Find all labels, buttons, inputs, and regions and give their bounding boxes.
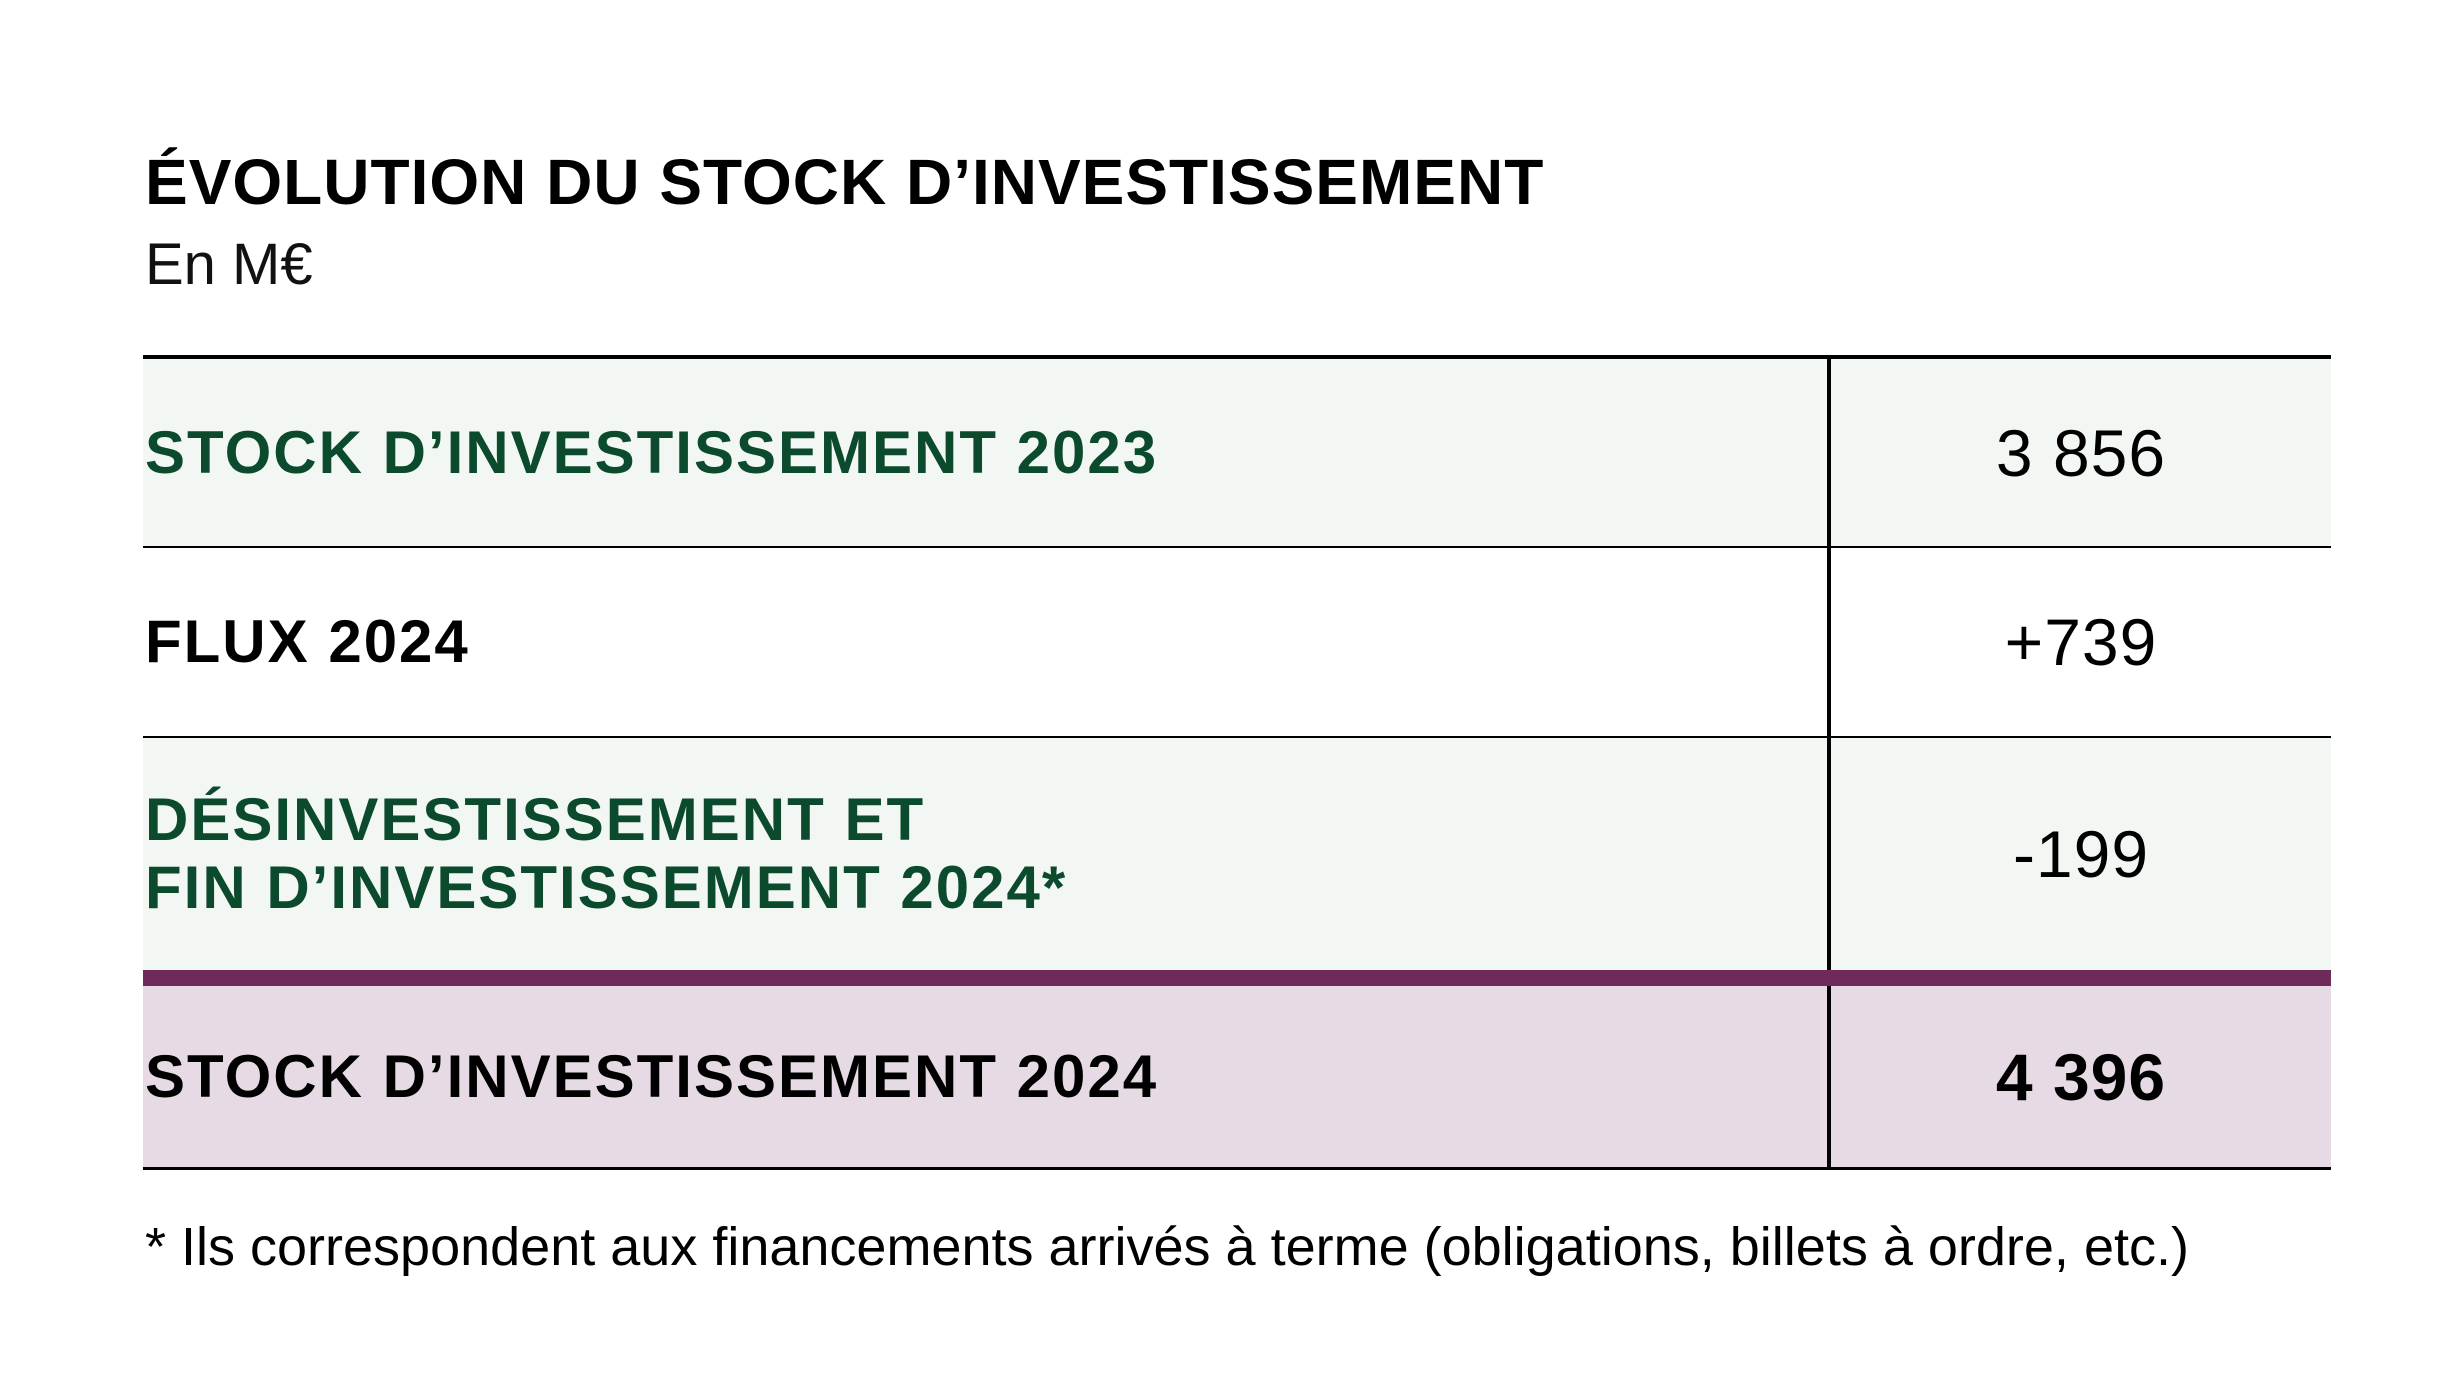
- footnote: * Ils correspondent aux financements arr…: [145, 1217, 2189, 1277]
- table-row-divestment-2024: DÉSINVESTISSEMENT ET FIN D’INVESTISSEMEN…: [143, 738, 2331, 970]
- row-value: +739: [1827, 548, 2331, 736]
- table-row-stock-2024-total: STOCK D’INVESTISSEMENT 2024 4 396: [143, 970, 2331, 1170]
- table-row-flux-2024: FLUX 2024 +739: [143, 548, 2331, 738]
- investment-stock-table: STOCK D’INVESTISSEMENT 2023 3 856 FLUX 2…: [143, 355, 2331, 1170]
- unit-subtitle: En M€: [145, 232, 313, 297]
- row-label: STOCK D’INVESTISSEMENT 2024: [145, 1042, 1159, 1110]
- row-label: DÉSINVESTISSEMENT ET FIN D’INVESTISSEMEN…: [143, 738, 1827, 970]
- row-value: 4 396: [1827, 986, 2331, 1167]
- row-label: FLUX 2024: [145, 608, 470, 675]
- row-label: STOCK D’INVESTISSEMENT 2023: [145, 418, 1159, 486]
- row-label-line-2: FIN D’INVESTISSEMENT 2024*: [145, 854, 1068, 921]
- page-title: ÉVOLUTION DU STOCK D’INVESTISSEMENT: [145, 146, 1545, 218]
- row-value: 3 856: [1827, 359, 2331, 546]
- table-row-stock-2023: STOCK D’INVESTISSEMENT 2023 3 856: [143, 355, 2331, 548]
- row-label-line-1: DÉSINVESTISSEMENT ET: [145, 786, 926, 853]
- row-value: -199: [1827, 738, 2331, 970]
